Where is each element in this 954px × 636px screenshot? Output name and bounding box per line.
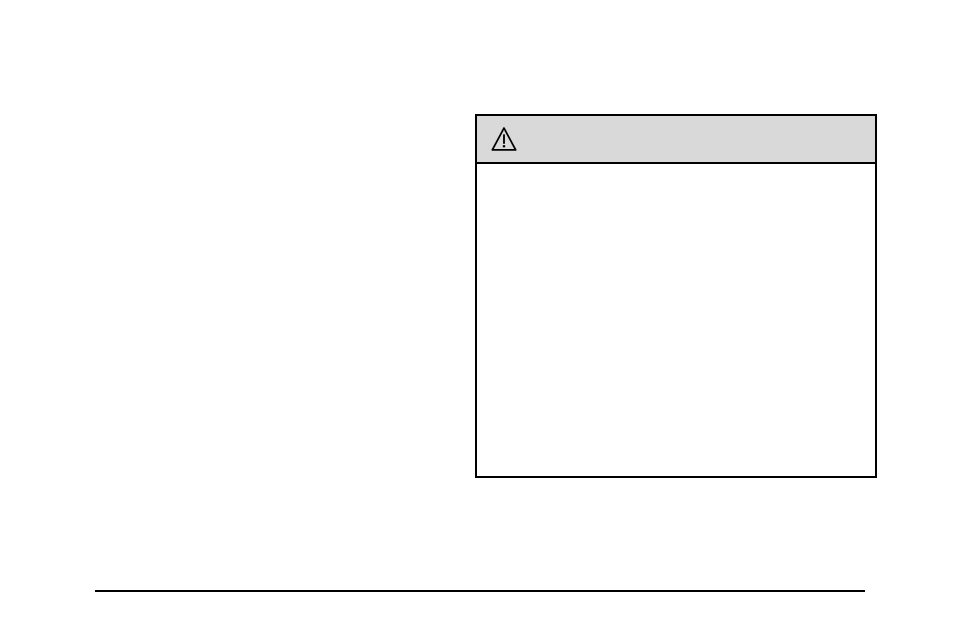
page	[0, 0, 954, 636]
warning-callout-body	[477, 164, 875, 476]
warning-triangle-icon	[491, 126, 517, 152]
warning-callout-header	[477, 116, 875, 164]
footer-divider	[95, 590, 865, 592]
warning-callout-box	[475, 114, 877, 478]
